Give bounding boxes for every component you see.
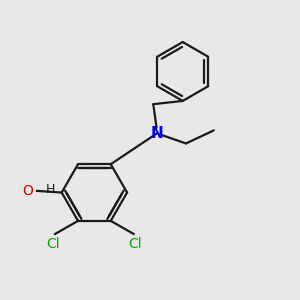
Text: N: N — [150, 126, 163, 141]
Text: O: O — [22, 184, 33, 198]
Text: Cl: Cl — [47, 237, 60, 251]
Text: H: H — [46, 183, 55, 196]
Text: Cl: Cl — [128, 237, 142, 251]
